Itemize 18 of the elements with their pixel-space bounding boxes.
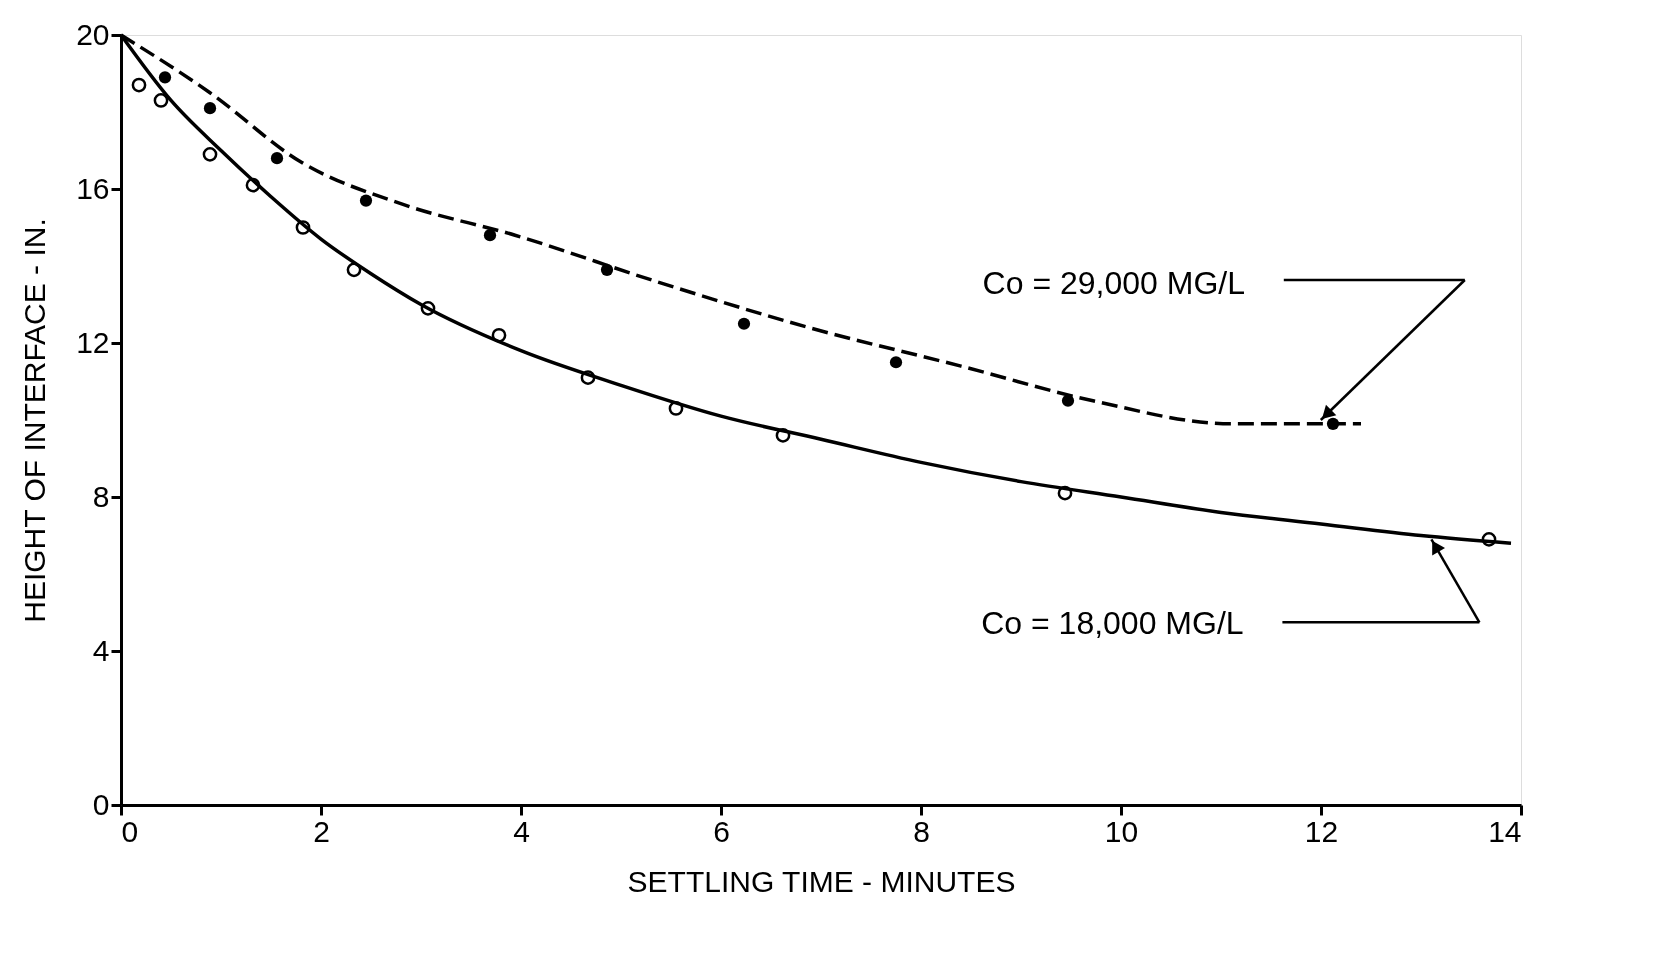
x-tick-label: 10 (1104, 814, 1139, 848)
x-tick-label: 12 (1304, 814, 1339, 848)
x-tick-label: 8 (913, 814, 930, 848)
y-tick-label: 0 (92, 787, 110, 821)
y-tick-label: 20 (76, 17, 110, 51)
x-tick-label: 2 (313, 814, 330, 848)
x-tick-label: 0 (121, 814, 139, 848)
y-axis-title: HEIGHT OF INTERFACE - IN. (18, 218, 52, 623)
x-tick-label: 14 (1488, 814, 1522, 848)
y-tick-label: 16 (76, 171, 110, 205)
y-tick-label: 4 (92, 633, 110, 667)
annotation: Co = 29,000 MG/L (982, 265, 1245, 301)
x-axis-title: SETTLING TIME - MINUTES (627, 864, 1016, 898)
x-tick-label: 4 (513, 814, 530, 848)
y-tick-label: 12 (76, 325, 110, 359)
x-tick-label: 6 (713, 814, 730, 848)
annotation: Co = 18,000 MG/L (981, 605, 1244, 642)
y-tick-label: 8 (92, 479, 110, 513)
